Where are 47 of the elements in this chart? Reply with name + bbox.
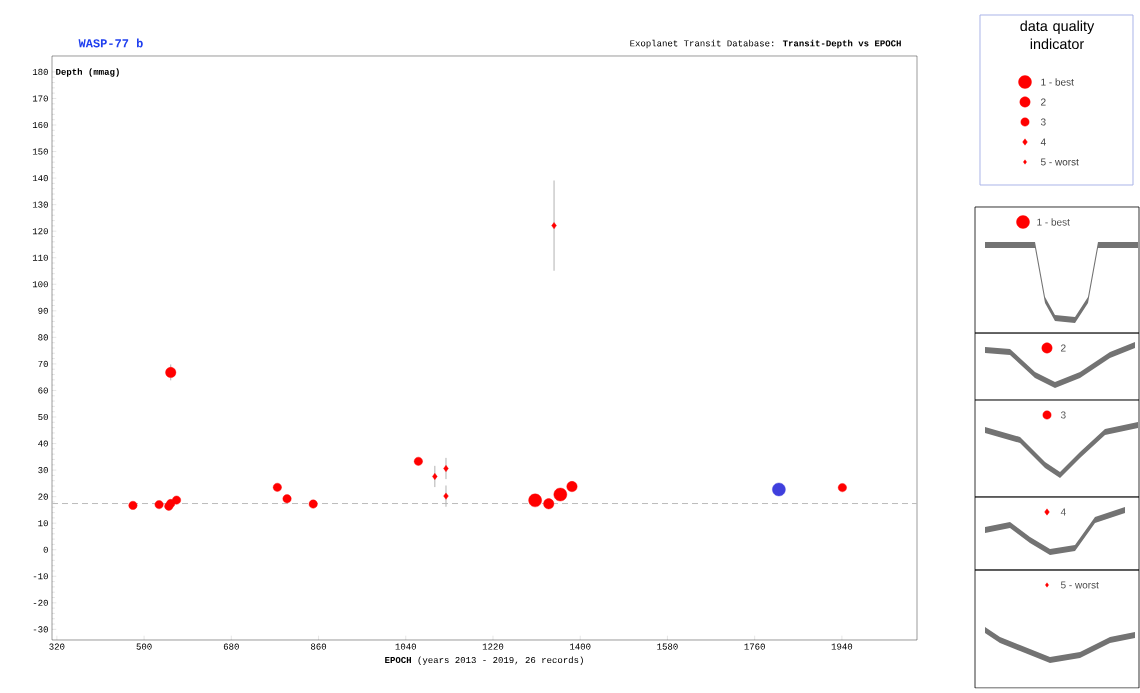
legend-label: 3 bbox=[1060, 411, 1066, 419]
legend-label: 2 bbox=[1061, 344, 1066, 352]
y-tick-label: 10 bbox=[38, 520, 48, 527]
y-tick-label: 80 bbox=[38, 334, 48, 341]
x-tick-label: 680 bbox=[223, 643, 239, 650]
y-tick-label: 180 bbox=[32, 68, 48, 75]
legend-label: 5 - worst bbox=[1040, 158, 1079, 166]
y-tick-label: 90 bbox=[38, 307, 48, 314]
x-tick-label: 860 bbox=[311, 643, 327, 650]
x-tick-label: 320 bbox=[49, 643, 65, 650]
text: 5 - worst bbox=[1060, 581, 1099, 589]
x-tick-label: 1220 bbox=[482, 643, 504, 650]
y-tick-label: 100 bbox=[32, 281, 48, 288]
x-tick-label: 1580 bbox=[657, 643, 678, 650]
y-tick-label: 110 bbox=[32, 254, 48, 261]
y-tick-label: 170 bbox=[32, 95, 48, 102]
chart-subtitle: Exoplanet Transit Database: Transit-Depth vs EPOCH bbox=[630, 39, 901, 49]
x-tick-label: 1760 bbox=[744, 643, 765, 650]
y-tick-label: 0 bbox=[43, 546, 48, 553]
y-tick-label: 40 bbox=[38, 440, 48, 447]
y-tick-label: 130 bbox=[32, 201, 48, 208]
y-tick-label: -10 bbox=[33, 573, 48, 580]
y-tick-label: 160 bbox=[32, 121, 48, 129]
y-tick-label: 30 bbox=[38, 467, 48, 474]
y-tick-label: -30 bbox=[33, 626, 48, 633]
text: 1 - best bbox=[1041, 78, 1074, 86]
x-tick-label: 1040 bbox=[395, 643, 417, 650]
x-tick-label: 1940 bbox=[831, 643, 853, 650]
y-axis-title: Depth (mmag) bbox=[56, 68, 119, 77]
y-tick-label: 140 bbox=[32, 175, 48, 182]
y-tick-label: 120 bbox=[32, 228, 48, 235]
y-tick-label: -20 bbox=[33, 599, 48, 606]
legend-title: data quality indicator bbox=[1020, 20, 1095, 50]
legend-label: 1 - best bbox=[1037, 218, 1070, 226]
y-tick-label: 70 bbox=[38, 360, 48, 367]
legend-label: 4 bbox=[1040, 138, 1046, 146]
text: 4 bbox=[1060, 508, 1066, 516]
x-tick-label: 500 bbox=[136, 643, 152, 650]
text: 2 bbox=[1041, 98, 1046, 106]
x-axis-title: EPOCH (years 2013 - 2019, 26 records) bbox=[385, 656, 583, 665]
y-tick-label: 50 bbox=[38, 413, 48, 421]
y-tick-label: 20 bbox=[38, 493, 48, 500]
text: 3 bbox=[1040, 118, 1046, 126]
x-tick-label: 1400 bbox=[570, 643, 591, 650]
y-tick-label: 60 bbox=[38, 387, 48, 394]
y-tick-label: 150 bbox=[32, 148, 48, 155]
chart-title: WASP-77 b bbox=[78, 38, 143, 48]
